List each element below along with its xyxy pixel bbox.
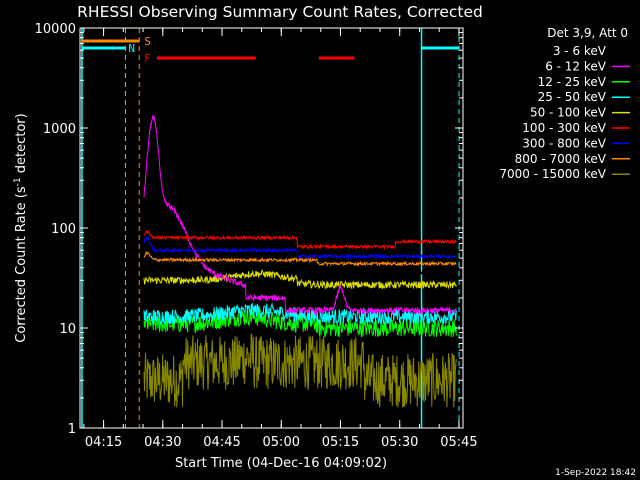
y-axis-label: Corrected Count Rate (s-1 detector) (13, 113, 29, 342)
series-50-100 (143, 268, 457, 290)
x-tick-label: 05:00 (263, 435, 300, 450)
legend-label: 3 - 6 keV (553, 44, 607, 58)
series-800-7000 (143, 250, 457, 267)
legend-label: 300 - 800 keV (522, 136, 606, 150)
footer-date: 1-Sep-2022 18:42 (555, 468, 636, 478)
x-tick-label: 04:30 (144, 435, 181, 450)
x-axis: 04:15 04:30 04:45 05:00 05:15 05:30 05:45 (83, 28, 478, 450)
x-tick-label: 05:30 (381, 435, 418, 450)
y-tick-label: 100 (51, 222, 76, 237)
x-tick-label: 05:15 (322, 435, 359, 450)
x-tick-label: 04:15 (85, 435, 122, 450)
y-axis: 1 10 100 1000 10000 (35, 22, 463, 437)
y-tick-label: 10000 (35, 22, 76, 37)
series-6-12 (143, 114, 457, 316)
legend-label: 25 - 50 keV (538, 90, 607, 104)
night-label: N (128, 42, 135, 55)
x-tick-label: 04:45 (203, 435, 240, 450)
legend-label: 50 - 100 keV (530, 106, 607, 120)
series-7000-15000 (143, 333, 457, 408)
legend-label: 12 - 25 keV (538, 75, 607, 89)
x-tick-label: 05:45 (440, 435, 477, 450)
y-tick-label: 1000 (43, 122, 76, 137)
saa-label: S (144, 35, 151, 48)
legend-label: 6 - 12 keV (545, 59, 607, 73)
plot-area: SNF (81, 28, 460, 428)
series-100-300 (143, 229, 457, 251)
x-axis-label: Start Time (04-Dec-16 04:09:02) (175, 456, 387, 471)
legend-title: Det 3,9, Att 0 (547, 26, 628, 40)
legend-label: 100 - 300 keV (522, 121, 606, 135)
series-300-800 (143, 235, 457, 260)
flare-label: F (144, 52, 151, 65)
chart-title: RHESSI Observing Summary Count Rates, Co… (77, 3, 483, 21)
legend-label: 7000 - 15000 keV (499, 167, 606, 181)
legend-label: 800 - 7000 keV (515, 152, 607, 166)
y-tick-label: 1 (68, 422, 76, 437)
y-tick-label: 10 (59, 322, 76, 337)
